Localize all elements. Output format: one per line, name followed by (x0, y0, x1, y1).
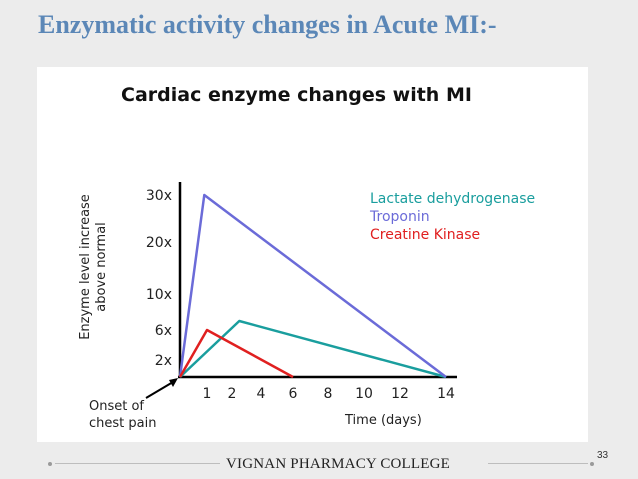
y-axis-label-line1: Enzyme level increase (78, 194, 93, 340)
chart-panel: Cardiac enzyme changes with MI Enzyme le… (37, 67, 588, 442)
legend-lactate-dehydrogenase: Lactate dehydrogenase (370, 191, 535, 207)
footer-left-dot (48, 462, 52, 466)
onset-arrow-line (145, 381, 174, 399)
y-tick-10x: 10x (146, 287, 172, 303)
onset-annotation: Onset of chest pain (89, 378, 178, 431)
legend-troponin: Troponin (369, 209, 430, 225)
y-axis-label-line2: above normal (94, 222, 109, 312)
x-tick-1: 1 (203, 386, 212, 402)
chart-title: Cardiac enzyme changes with MI (121, 84, 472, 106)
x-tick-4: 4 (257, 386, 266, 402)
x-tick-12: 12 (391, 386, 409, 402)
y-tick-2x: 2x (155, 353, 172, 369)
enzyme-chart: Cardiac enzyme changes with MI Enzyme le… (78, 84, 535, 431)
series-line-troponin (178, 193, 447, 378)
x-tick-14: 14 (437, 386, 455, 402)
x-tick-8: 8 (324, 386, 333, 402)
onset-label-line2: chest pain (89, 416, 156, 431)
x-tick-2: 2 (228, 386, 237, 402)
legend-creatine-kinase: Creatine Kinase (370, 227, 480, 243)
onset-label-line1: Onset of (89, 399, 144, 414)
y-axis-label: Enzyme level increase above normal (78, 194, 109, 340)
slide-title: Enzymatic activity changes in Acute MI:- (38, 10, 497, 39)
footer-rule-right (488, 463, 588, 464)
series-line-lactate-dehydrogenase (179, 319, 447, 379)
onset-arrow-head (169, 378, 178, 387)
x-tick-6: 6 (289, 386, 298, 402)
page-number: 33 (597, 450, 609, 461)
y-tick-20x: 20x (146, 235, 172, 251)
footer-right-dot (590, 462, 594, 466)
footer-rule-left (55, 463, 220, 464)
series-line-creatine-kinase (178, 328, 294, 379)
x-tick-10: 10 (355, 386, 373, 402)
y-tick-30x: 30x (146, 188, 172, 204)
y-tick-6x: 6x (155, 323, 172, 339)
footer-college-name: VIGNAN PHARMACY COLLEGE (226, 456, 451, 472)
x-axis-label: Time (days) (344, 413, 422, 428)
slide-footer: VIGNAN PHARMACY COLLEGE 33 (0, 446, 638, 476)
